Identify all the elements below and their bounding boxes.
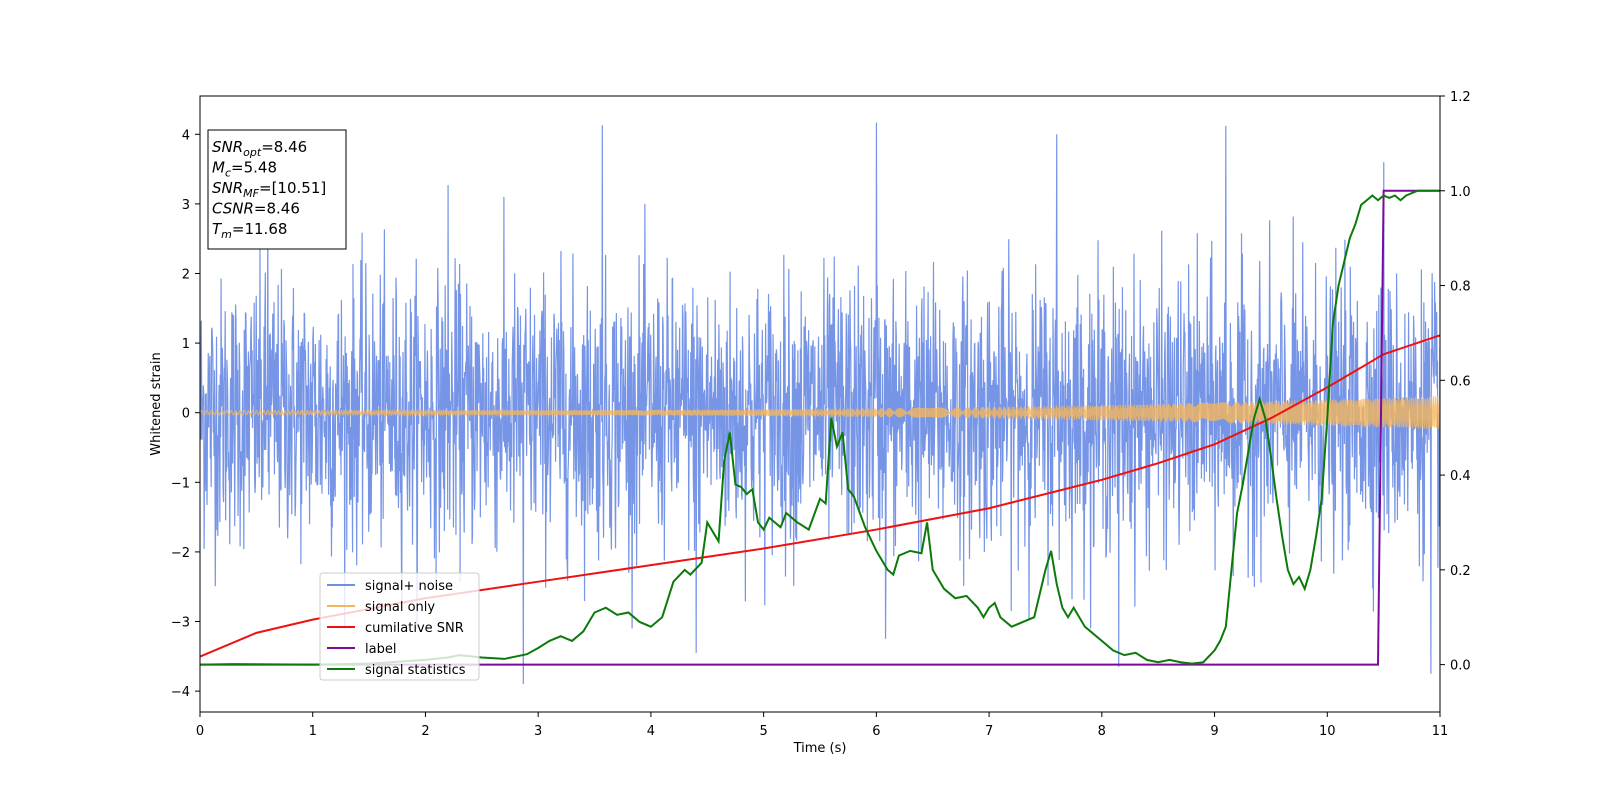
y2-tick-label: 1.2 [1450,90,1471,105]
info-textbox-line-sub: opt [243,146,262,159]
info-textbox-line: Tm=11.68 [212,220,287,241]
info-textbox-line-var: SNR [212,138,243,156]
y-tick-label: 2 [182,267,190,282]
info-textbox-line-val: =5.48 [231,159,277,177]
legend-label: signal+ noise [365,579,453,594]
y2-tick-label: 0.2 [1450,564,1471,579]
info-textbox-line-val: =11.68 [232,220,288,238]
info-textbox-line: Mc=5.48 [212,159,277,180]
info-textbox-frame [207,129,347,250]
info-textbox-line-val: =8.46 [261,138,307,156]
info-textbox-line-val: =[10.51] [259,179,326,197]
plot-frame [199,95,1441,713]
legend-frame [319,572,480,681]
info-textbox: SNRopt=8.46Mc=5.48SNRMF=[10.51]CSNR=8.46… [207,129,347,250]
y-tick-label: −1 [171,476,190,491]
y-tick-label: −2 [171,546,190,561]
y2-tick-label: 0.8 [1450,280,1471,295]
info-textbox-line: SNRopt=8.46 [212,138,307,159]
info-textbox-line-sub: c [225,167,231,180]
info-textbox-line-sub: m [221,228,232,241]
y-tick-label: −4 [171,685,190,700]
info-textbox-line-var: CSNR [212,200,254,218]
series-signal-only-line [200,396,1440,429]
info-textbox-line: SNRMF=[10.51] [212,179,326,200]
x-tick-label: 0 [196,724,204,739]
legend-label: cumilative SNR [365,621,464,636]
y-tick-label: 4 [182,128,190,143]
x-axis-title: Time (s) [793,741,847,756]
y2-tick-label: 0.0 [1450,659,1471,674]
y2-tick-label: 0.6 [1450,374,1471,389]
y2-tick-label: 1.0 [1450,185,1471,200]
y-tick-label: 3 [182,198,190,213]
y-tick-label: 1 [182,337,190,352]
y2-tick-label: 0.4 [1450,469,1471,484]
x-tick-label: 1 [309,724,317,739]
x-tick-label: 11 [1432,724,1449,739]
y-tick-label: 0 [182,407,190,422]
x-tick-label: 2 [421,724,429,739]
info-textbox-line-var: SNR [212,179,243,197]
x-tick-label: 8 [1098,724,1106,739]
series-label-line [200,189,1440,666]
series-signal-statistics-line [200,189,1440,666]
legend-label: label [365,642,396,657]
info-textbox-line-val: =8.46 [254,200,300,218]
x-tick-label: 5 [759,724,767,739]
y-axis-title: Whitened strain [149,352,164,455]
legend-label: signal statistics [365,663,466,678]
x-tick-label: 9 [1210,724,1218,739]
x-tick-label: 4 [647,724,655,739]
legend: signal+ noise signal only cumilative SNR la… [319,572,480,681]
info-textbox-line-var: M [212,159,225,177]
legend-label: signal only [365,600,435,615]
y-tick-label: −3 [171,616,190,631]
info-textbox-line-sub: MF [243,187,259,200]
x-tick-label: 6 [872,724,880,739]
x-tick-label: 7 [985,724,993,739]
info-textbox-line-var: T [212,220,223,238]
info-textbox-line: CSNR=8.46 [212,200,300,218]
x-tick-label: 3 [534,724,542,739]
x-tick-label: 10 [1319,724,1336,739]
axes-layer: 0 1 2 3 4 5 6 7 8 9 10 11 −4 −3 −2 −1 0 1 2 3 4 0.0 0.2 0.4 0.6 0… [171,90,1471,739]
